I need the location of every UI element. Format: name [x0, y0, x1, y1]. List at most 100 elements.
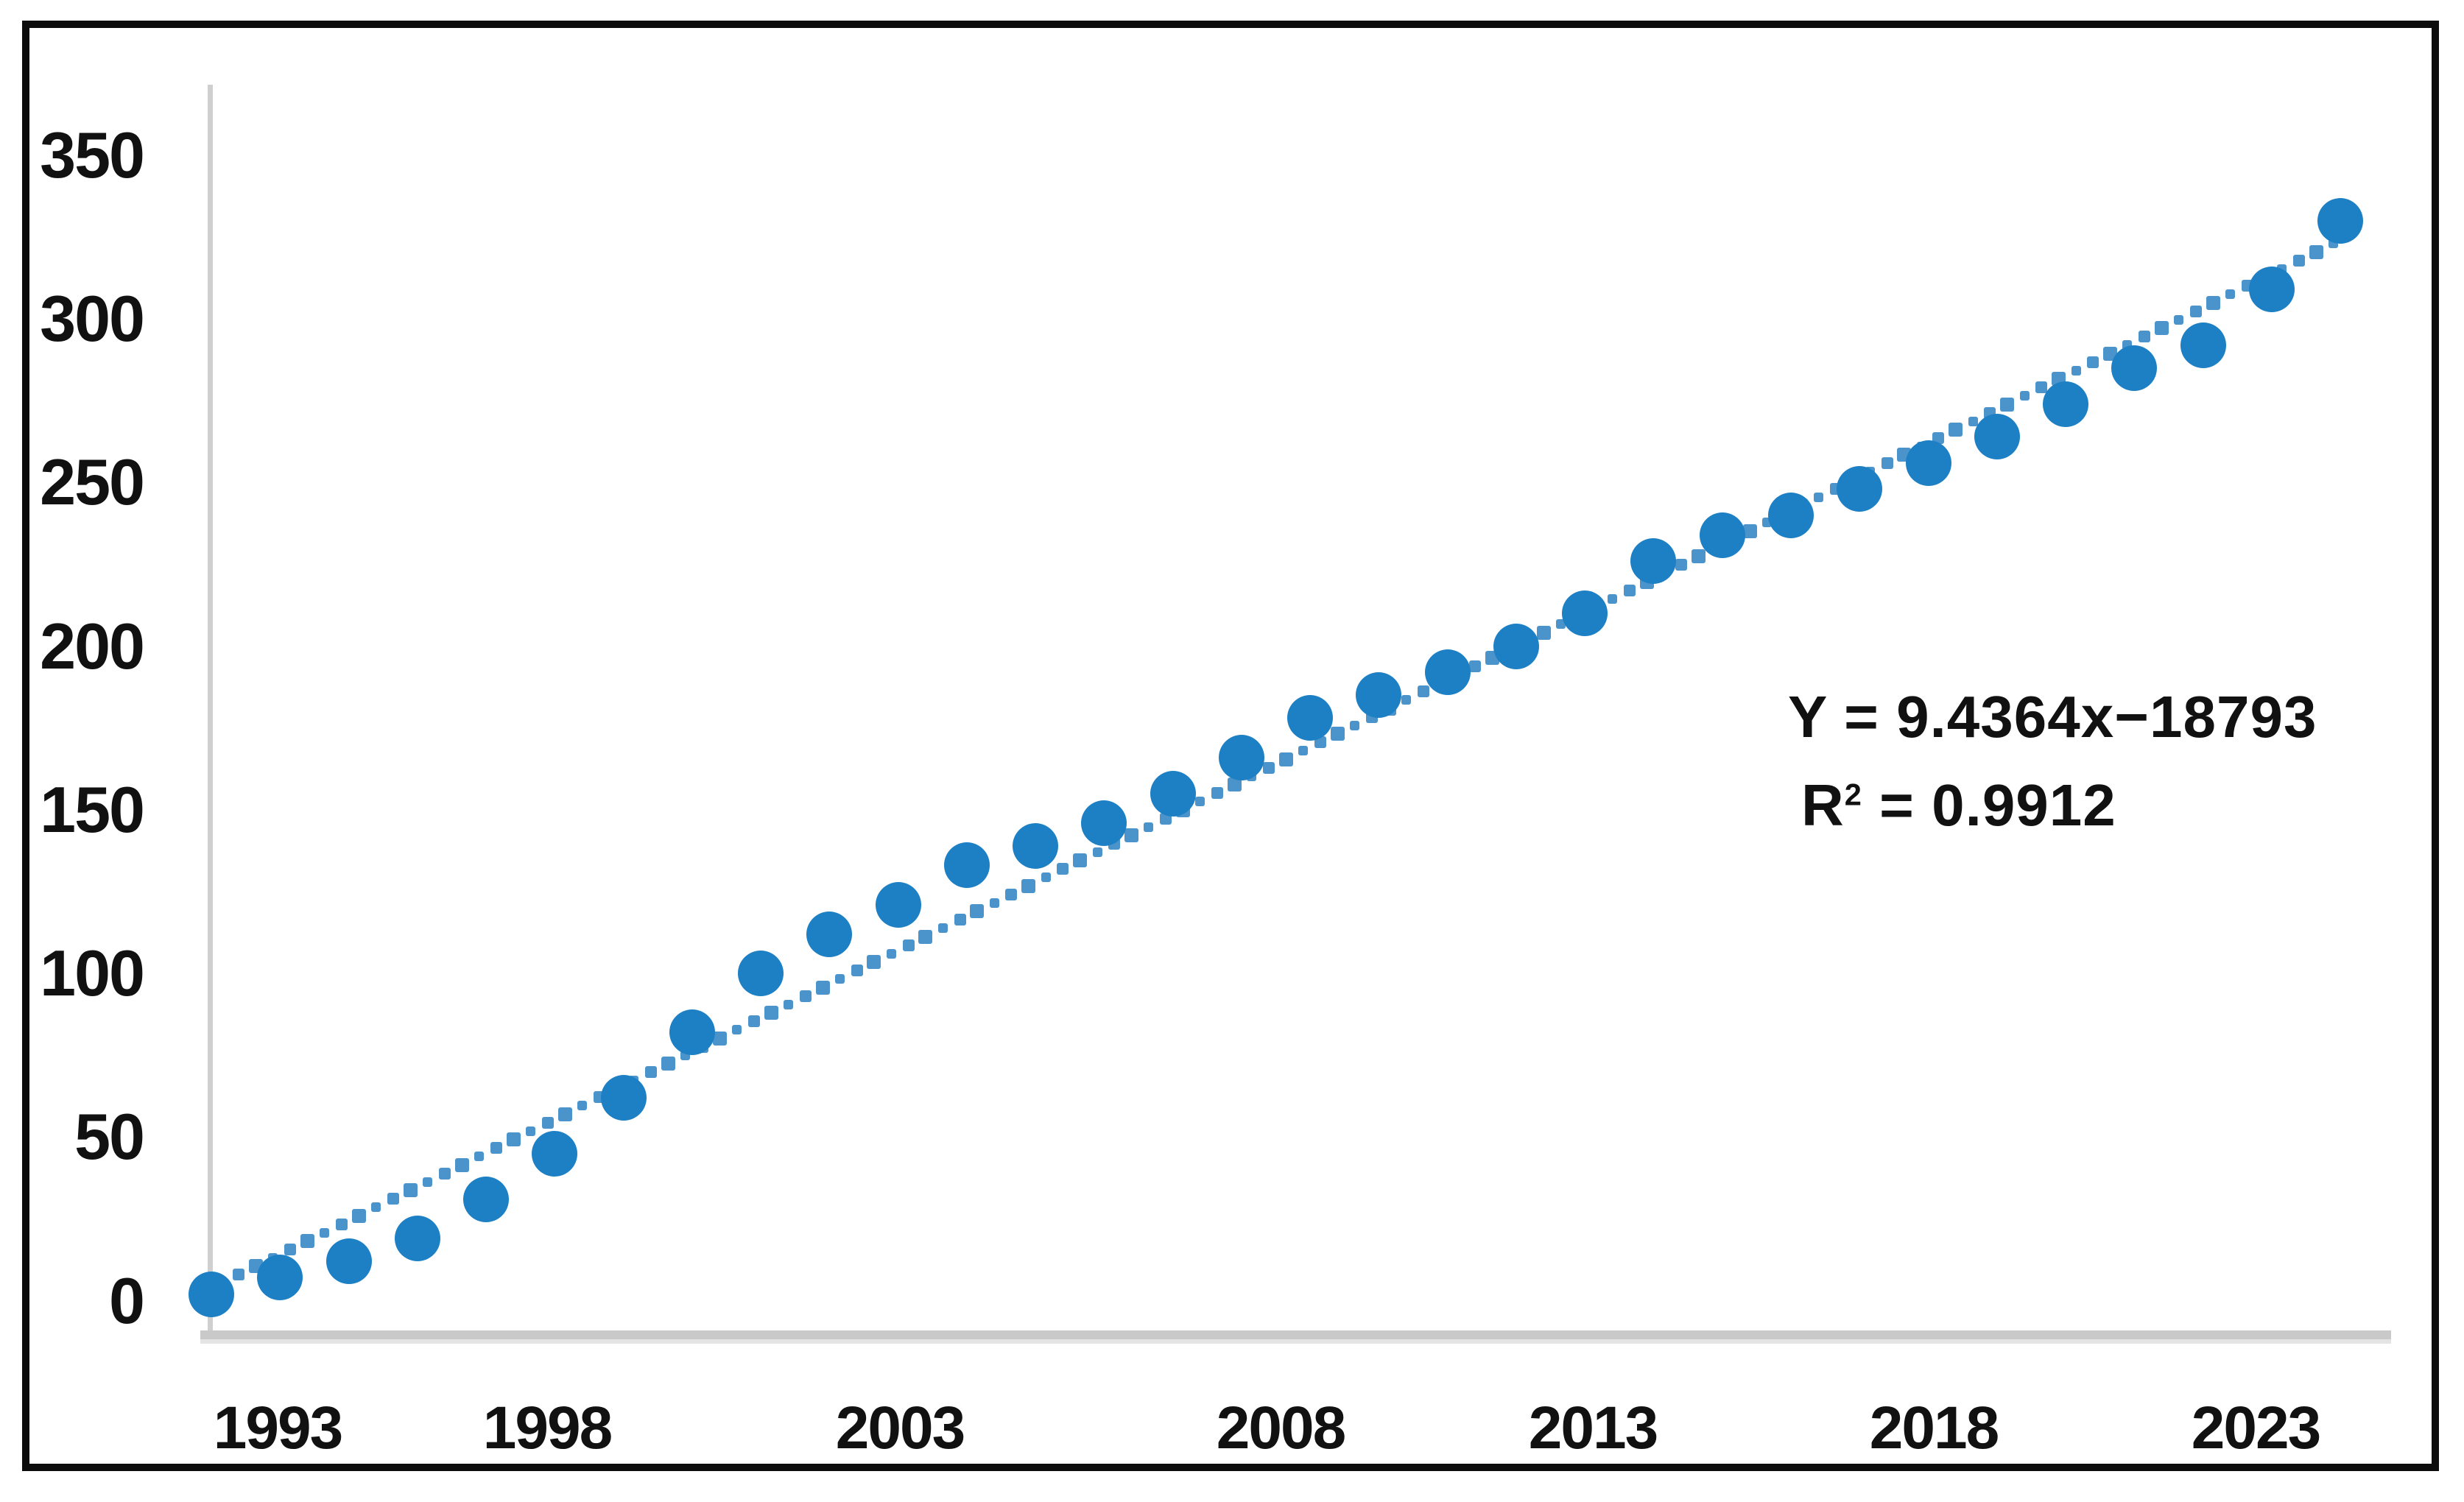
data-point — [669, 1009, 715, 1056]
x-tick-label: 2018 — [1869, 1395, 1999, 1462]
trendline-dot — [2000, 397, 2015, 412]
x-axis-line — [200, 1330, 2391, 1339]
trendline-dot — [423, 1177, 433, 1187]
data-point — [1150, 770, 1196, 817]
data-point — [325, 1238, 372, 1285]
trendline-dot — [2293, 254, 2306, 267]
trendline-dot — [1881, 457, 1893, 470]
trendline-dot — [336, 1218, 348, 1230]
data-point — [1630, 538, 1677, 585]
trendline-dot — [2019, 391, 2030, 401]
trendline-dot — [902, 939, 915, 951]
trendline-dot — [1263, 761, 1275, 774]
trendline-dot — [1330, 727, 1345, 741]
trendline-dot — [1298, 746, 1309, 756]
data-point — [738, 951, 784, 997]
trendline-dot — [1418, 685, 1430, 698]
data-point — [257, 1255, 303, 1301]
data-point — [806, 911, 853, 957]
data-point — [1699, 512, 1745, 558]
x-tick-label: 2023 — [2191, 1395, 2321, 1462]
trendline-dot — [1468, 660, 1481, 672]
trendline-dot — [2035, 381, 2048, 394]
trendline-dot — [1813, 492, 1823, 502]
x-tick-label: 2013 — [1528, 1395, 1658, 1462]
trendline-dot — [731, 1025, 742, 1035]
trendline-dot — [557, 1107, 572, 1121]
data-point — [189, 1271, 234, 1317]
trendline-dot — [320, 1227, 330, 1238]
y-tick-label: 50 — [74, 1100, 145, 1174]
data-point — [2317, 197, 2364, 244]
trendline-dot — [970, 904, 985, 919]
trendline-dot — [1144, 822, 1154, 832]
trendline-dot — [661, 1056, 675, 1071]
trendline-dot — [352, 1208, 366, 1223]
trendline-dot — [1350, 720, 1360, 730]
trendline-dot — [506, 1132, 521, 1147]
trendline-equation: Y = 9.4364x−18793 — [1788, 684, 2317, 750]
trendline-dot — [1195, 797, 1205, 807]
data-point — [1424, 649, 1471, 696]
y-tick-label: 100 — [40, 937, 145, 1010]
trendline-dot — [1041, 872, 1051, 883]
data-point — [2043, 381, 2089, 427]
trendline-dot — [1021, 878, 1036, 893]
trendline-dot — [1401, 695, 1412, 705]
y-tick-label: 350 — [40, 118, 145, 191]
trendline-dot — [1675, 559, 1687, 571]
trendline-annotation: Y = 9.4364x−18793 R2 = 0.9912 — [1788, 683, 2317, 839]
trendline-dot — [1005, 888, 1018, 900]
y-tick-label: 150 — [40, 772, 145, 846]
trendline-dot — [2225, 289, 2236, 300]
trendline-dot — [1228, 778, 1242, 792]
trendline-dot — [474, 1152, 485, 1162]
data-point — [2111, 345, 2158, 391]
trendline-dot — [783, 999, 793, 1009]
data-point — [1905, 440, 1951, 486]
trendline-dot — [371, 1202, 381, 1213]
y-tick-label: 0 — [109, 1263, 145, 1337]
trendline-dot — [764, 1006, 778, 1020]
data-point — [2248, 267, 2295, 313]
trendline-dot — [526, 1126, 536, 1136]
data-point — [875, 881, 921, 928]
trendline-dot — [712, 1031, 727, 1046]
trendline-dot — [1691, 549, 1706, 564]
trendline-dot — [867, 955, 881, 970]
x-tick-label: 1993 — [213, 1395, 343, 1462]
data-point — [1013, 822, 1059, 869]
data-point — [1562, 590, 1608, 637]
trendline-dot — [2190, 305, 2203, 317]
trendline-dot — [1949, 423, 1963, 437]
r-squared-value: R2 = 0.9912 — [1801, 772, 2116, 838]
trendline-dot — [2071, 365, 2081, 376]
trendline-dot — [644, 1065, 657, 1078]
y-tick-label: 250 — [40, 445, 145, 519]
trendline-dot — [1968, 416, 1978, 426]
trendline-dot — [1536, 625, 1551, 640]
data-point — [1081, 800, 1127, 846]
x-tick-label: 1998 — [482, 1395, 613, 1462]
trendline-dot — [989, 898, 999, 908]
trendline-dot — [1608, 593, 1617, 604]
data-point — [943, 842, 990, 889]
data-point — [394, 1216, 440, 1262]
trendline-dot — [2174, 314, 2184, 325]
x-tick-label: 2008 — [1216, 1395, 1346, 1462]
trendline-dot — [2139, 331, 2151, 343]
trendline-dot — [918, 929, 933, 944]
trendline-dot — [954, 914, 966, 926]
trendline-dot — [403, 1183, 418, 1198]
trendline-dot — [439, 1167, 451, 1180]
trendline-dot — [2309, 244, 2323, 259]
y-tick-label: 200 — [40, 609, 145, 683]
data-point — [463, 1176, 510, 1222]
data-point — [2180, 322, 2226, 368]
trendline-dot — [1211, 787, 1224, 800]
trendline-dot — [1057, 863, 1069, 875]
trendline-dot — [577, 1101, 588, 1111]
y-axis-line — [208, 85, 213, 1338]
data-point — [1974, 414, 2020, 460]
